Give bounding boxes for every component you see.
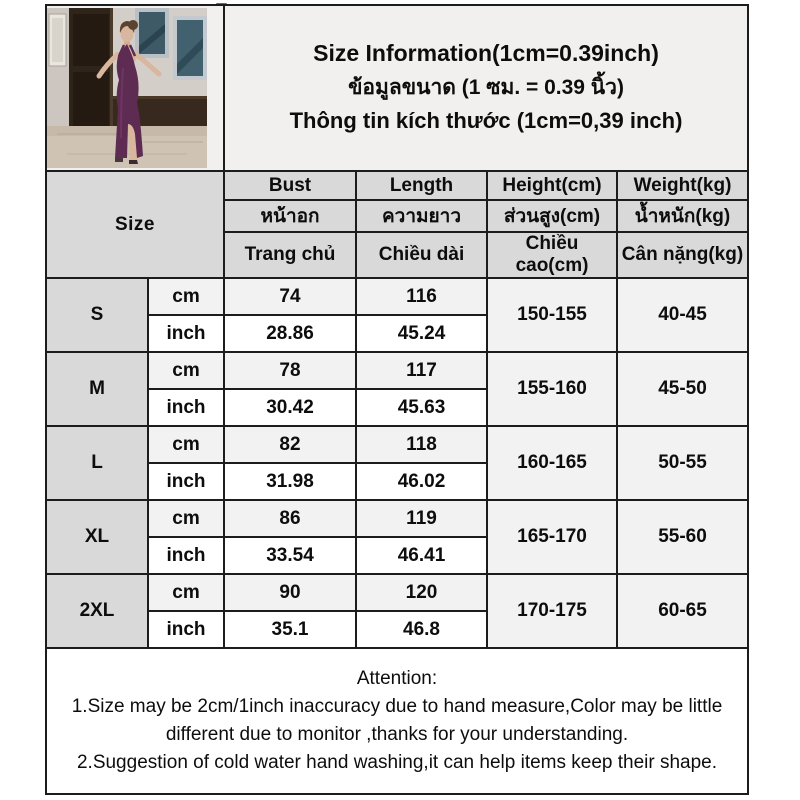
title-english: Size Information(1cm=0.39inch) [313, 40, 659, 66]
bust-cm-xl: 86 [223, 499, 357, 538]
attention-note-2: 2.Suggestion of cold water hand washing,… [76, 752, 718, 773]
length-inch-m: 45.63 [355, 388, 488, 427]
size-chart-sheet: Size Information(1cm=0.39inch) ข้อมูลขนา… [45, 4, 749, 795]
height-range-m: 155-160 [486, 351, 618, 427]
table-row-2xl-inch: inch 35.1 46.8 [46, 610, 748, 649]
bust-inch-m: 30.42 [223, 388, 357, 427]
size-label-s: S [45, 277, 149, 353]
header-bust-th: หน้าอก [223, 199, 357, 233]
title-cell: Size Information(1cm=0.39inch) ข้อมูลขนา… [223, 4, 749, 172]
header-length-vi: Chiều dài [355, 231, 488, 279]
header-length-th: ความยาว [355, 199, 488, 233]
table-row-s-inch: inch 28.86 45.24 [46, 314, 748, 353]
height-range-2xl: 170-175 [486, 573, 618, 649]
bust-cm-l: 82 [223, 425, 357, 464]
attention-row: Attention: 1.Size may be 2cm/1inch inacc… [45, 647, 749, 795]
table-row-l-cm: L cm 82 118 160-165 50-55 [45, 425, 749, 501]
attention-heading: Attention: [356, 668, 438, 689]
table-row-xl-inch: inch 33.54 46.41 [46, 536, 748, 575]
table-row-m-inch: inch 30.42 45.63 [46, 388, 748, 427]
unit-label-inch: inch [147, 536, 225, 575]
unit-label-inch: inch [147, 462, 225, 501]
header-height-th: ส่วนสูง(cm) [486, 199, 618, 233]
unit-label-cm: cm [147, 573, 225, 612]
title-thai: ข้อมูลขนาด (1 ซม. = 0.39 นิ้ว) [348, 76, 624, 99]
attention-note-1: 1.Size may be 2cm/1inch inaccuracy due t… [71, 696, 723, 745]
bust-cm-2xl: 90 [223, 573, 357, 612]
product-photo-cell [45, 4, 225, 172]
length-cm-l: 118 [355, 425, 488, 464]
model-figure [96, 20, 162, 164]
bust-cm-s: 74 [223, 277, 357, 316]
weight-range-s: 40-45 [616, 277, 749, 353]
header-bust-vi: Trang chủ [223, 231, 357, 279]
table-row-l-inch: inch 31.98 46.02 [46, 462, 748, 501]
header-height-en: Height(cm) [486, 170, 618, 201]
table-row-2xl-cm: 2XL cm 90 120 170-175 60-65 [45, 573, 749, 649]
length-cm-s: 116 [355, 277, 488, 316]
weight-range-2xl: 60-65 [616, 573, 749, 649]
length-inch-s: 45.24 [355, 314, 488, 353]
header-row-th: หน้าอก ความยาว ส่วนสูง(cm) น้ำหนัก(kg) [46, 199, 749, 233]
title-vietnamese: Thông tin kích thước (1cm=0,39 inch) [289, 108, 683, 133]
unit-label-inch: inch [147, 388, 225, 427]
length-inch-l: 46.02 [355, 462, 488, 501]
header-row-en: Size Bust Length Height(cm) Weight(kg) [45, 170, 749, 279]
table-row-xl-cm: XL cm 86 119 165-170 55-60 [45, 499, 749, 575]
weight-range-l: 50-55 [616, 425, 749, 501]
unit-label-cm: cm [147, 425, 225, 464]
table-row-s-cm: S cm 74 116 150-155 40-45 [45, 277, 749, 353]
length-inch-xl: 46.41 [355, 536, 488, 575]
header-weight-th: น้ำหนัก(kg) [616, 199, 749, 233]
size-label-l: L [45, 425, 149, 501]
unit-label-cm: cm [147, 499, 225, 538]
length-cm-2xl: 120 [355, 573, 488, 612]
unit-label-inch: inch [147, 610, 225, 649]
unit-label-cm: cm [147, 351, 225, 390]
size-label-xl: XL [45, 499, 149, 575]
unit-label-inch: inch [147, 314, 225, 353]
bust-inch-xl: 33.54 [223, 536, 357, 575]
attention-cell: Attention: 1.Size may be 2cm/1inch inacc… [45, 647, 749, 795]
header-length-en: Length [355, 170, 488, 201]
weight-range-xl: 55-60 [616, 499, 749, 575]
size-label-m: M [45, 351, 149, 427]
height-range-xl: 165-170 [486, 499, 618, 575]
length-cm-xl: 119 [355, 499, 488, 538]
header-row-vi: Trang chủ Chiều dài Chiều cao(cm) Cân nặ… [46, 231, 749, 279]
bust-inch-s: 28.86 [223, 314, 357, 353]
size-label-2xl: 2XL [45, 573, 149, 649]
table-row-m-cm: M cm 78 117 155-160 45-50 [45, 351, 749, 427]
height-range-s: 150-155 [486, 277, 618, 353]
size-chart-table: Size Information(1cm=0.39inch) ข้อมูลขนา… [45, 4, 749, 795]
header-bust-en: Bust [223, 170, 357, 201]
height-range-l: 160-165 [486, 425, 618, 501]
product-photo [47, 8, 207, 168]
header-weight-vi: Cân nặng(kg) [616, 231, 749, 279]
bust-inch-2xl: 35.1 [223, 610, 357, 649]
header-weight-en: Weight(kg) [616, 170, 749, 201]
header-height-vi: Chiều cao(cm) [486, 231, 618, 279]
unit-label-cm: cm [147, 277, 225, 316]
bust-inch-l: 31.98 [223, 462, 357, 501]
size-column-header: Size [45, 170, 225, 279]
top-band: Size Information(1cm=0.39inch) ข้อมูลขนา… [45, 4, 749, 172]
length-inch-2xl: 46.8 [355, 610, 488, 649]
weight-range-m: 45-50 [616, 351, 749, 427]
bust-cm-m: 78 [223, 351, 357, 390]
length-cm-m: 117 [355, 351, 488, 390]
